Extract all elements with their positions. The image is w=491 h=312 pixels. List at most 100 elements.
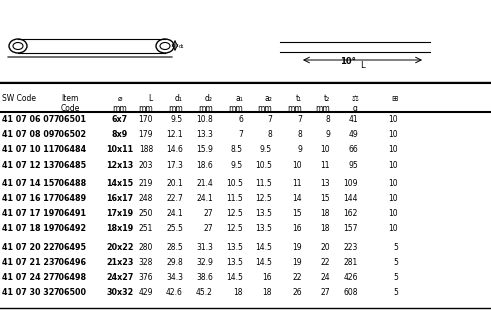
Text: 14.5: 14.5	[255, 243, 272, 251]
Text: 10.5: 10.5	[255, 161, 272, 170]
Text: 11: 11	[321, 161, 330, 170]
Text: 13.5: 13.5	[255, 224, 272, 233]
Text: 22: 22	[293, 273, 302, 282]
Text: 13.5: 13.5	[226, 243, 243, 251]
Text: 706495: 706495	[54, 243, 86, 251]
Text: 18: 18	[321, 224, 330, 233]
Text: 95: 95	[348, 161, 358, 170]
Text: 706488: 706488	[54, 179, 86, 188]
Text: 66: 66	[348, 145, 358, 154]
Text: 179: 179	[138, 130, 153, 139]
Text: 7: 7	[267, 115, 272, 124]
Text: 12x13: 12x13	[107, 161, 134, 170]
Text: 9: 9	[297, 145, 302, 154]
Text: 16x17: 16x17	[107, 194, 134, 203]
Text: 15: 15	[320, 194, 330, 203]
Text: 14x15: 14x15	[107, 179, 134, 188]
Text: 41 07 18 19: 41 07 18 19	[2, 224, 55, 233]
Text: 24.1: 24.1	[196, 194, 213, 203]
Text: a₁
mm: a₁ mm	[228, 94, 243, 113]
Text: 28.5: 28.5	[166, 243, 183, 251]
Text: L
mm: L mm	[138, 94, 153, 113]
Text: 13: 13	[320, 179, 330, 188]
Text: 14.5: 14.5	[255, 258, 272, 267]
Text: 10: 10	[320, 145, 330, 154]
Text: 24x27: 24x27	[107, 273, 134, 282]
Text: 144: 144	[344, 194, 358, 203]
Text: d₁
mm: d₁ mm	[168, 94, 183, 113]
Text: 25.5: 25.5	[166, 224, 183, 233]
Text: 41 07 24 27: 41 07 24 27	[2, 273, 55, 282]
Text: 31.3: 31.3	[196, 243, 213, 251]
Text: 41 07 20 22: 41 07 20 22	[2, 243, 55, 251]
Text: 17x19: 17x19	[107, 209, 134, 218]
Text: 26: 26	[292, 288, 302, 297]
Text: 16: 16	[262, 273, 272, 282]
Text: 41 07 08 09: 41 07 08 09	[2, 130, 55, 139]
Text: 170: 170	[138, 115, 153, 124]
Text: 9.5: 9.5	[231, 161, 243, 170]
Text: 706491: 706491	[54, 209, 86, 218]
Text: 328: 328	[138, 258, 153, 267]
Text: 13.5: 13.5	[255, 209, 272, 218]
Text: 22: 22	[321, 258, 330, 267]
Text: 41 07 17 19: 41 07 17 19	[2, 209, 54, 218]
Text: 280: 280	[138, 243, 153, 251]
Text: 18.6: 18.6	[196, 161, 213, 170]
Text: 10.5: 10.5	[226, 179, 243, 188]
Text: 706501: 706501	[54, 115, 86, 124]
Text: 12.5: 12.5	[226, 209, 243, 218]
Text: 11.5: 11.5	[255, 179, 272, 188]
Text: d₁: d₁	[179, 43, 185, 48]
Text: L: L	[360, 61, 365, 70]
Text: 14.5: 14.5	[226, 273, 243, 282]
Text: 706485: 706485	[54, 161, 86, 170]
Text: 34.3: 34.3	[166, 273, 183, 282]
Text: 6: 6	[238, 115, 243, 124]
Text: 6x7: 6x7	[112, 115, 128, 124]
Text: 162: 162	[344, 209, 358, 218]
Text: 41: 41	[349, 115, 358, 124]
Text: 30x32: 30x32	[107, 288, 134, 297]
Text: 203: 203	[138, 161, 153, 170]
Text: 18: 18	[234, 288, 243, 297]
Text: 41 07 10 11: 41 07 10 11	[2, 145, 54, 154]
Text: 49: 49	[348, 130, 358, 139]
Text: 12.5: 12.5	[255, 194, 272, 203]
Text: 38.6: 38.6	[196, 273, 213, 282]
Text: 19: 19	[292, 243, 302, 251]
Text: 15.9: 15.9	[196, 145, 213, 154]
Text: 18: 18	[263, 288, 272, 297]
Text: 157: 157	[344, 224, 358, 233]
Text: 10: 10	[388, 130, 398, 139]
Text: 8.5: 8.5	[231, 145, 243, 154]
Text: 20x22: 20x22	[106, 243, 134, 251]
Text: 14.6: 14.6	[166, 145, 183, 154]
Text: 24: 24	[320, 273, 330, 282]
Text: 188: 188	[139, 145, 153, 154]
Text: 13.3: 13.3	[196, 130, 213, 139]
Text: 7: 7	[297, 115, 302, 124]
Text: 8: 8	[325, 115, 330, 124]
Text: 10: 10	[388, 145, 398, 154]
Text: t₂
mm: t₂ mm	[315, 94, 330, 113]
Text: 706492: 706492	[54, 224, 86, 233]
Text: ⌀
mm: ⌀ mm	[112, 94, 127, 113]
Text: 20: 20	[320, 243, 330, 251]
Text: 10: 10	[388, 224, 398, 233]
Text: 10: 10	[388, 179, 398, 188]
Text: 10x11: 10x11	[107, 145, 134, 154]
Text: 8: 8	[267, 130, 272, 139]
Text: 7: 7	[238, 130, 243, 139]
Text: 706502: 706502	[54, 130, 86, 139]
Text: 5: 5	[393, 288, 398, 297]
Text: 10.8: 10.8	[196, 115, 213, 124]
Text: 248: 248	[138, 194, 153, 203]
Text: ⚖
g: ⚖ g	[351, 94, 358, 113]
Text: 10: 10	[388, 194, 398, 203]
Text: 10: 10	[388, 209, 398, 218]
Text: 706496: 706496	[54, 258, 86, 267]
Text: 5: 5	[393, 258, 398, 267]
Text: 41 07 14 15: 41 07 14 15	[2, 179, 54, 188]
Text: 706489: 706489	[54, 194, 86, 203]
